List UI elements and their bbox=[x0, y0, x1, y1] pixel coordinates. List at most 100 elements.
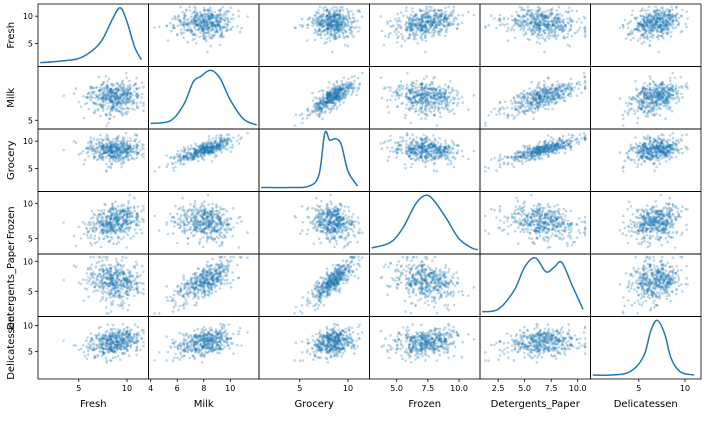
scatter-point bbox=[204, 13, 207, 16]
scatter-point bbox=[213, 33, 216, 36]
scatter-point bbox=[655, 20, 658, 23]
scatter-point bbox=[461, 22, 464, 25]
scatter-point bbox=[344, 90, 347, 93]
scatter-point bbox=[425, 85, 428, 88]
scatter-point bbox=[169, 22, 172, 25]
scatter-point bbox=[656, 99, 659, 102]
scatter-point bbox=[101, 92, 104, 95]
scatter-point bbox=[672, 19, 675, 22]
scatter-point bbox=[137, 94, 140, 97]
scatter-point bbox=[400, 103, 403, 106]
scatter-point bbox=[544, 108, 547, 111]
scatter-point bbox=[658, 86, 661, 89]
scatter-point bbox=[425, 105, 428, 108]
scatter-point bbox=[125, 72, 128, 75]
scatter-point bbox=[514, 22, 517, 25]
scatter-point bbox=[396, 41, 399, 44]
scatter-point bbox=[561, 14, 564, 17]
scatter-point bbox=[645, 24, 648, 27]
scatter-point bbox=[425, 6, 428, 9]
scatter-point bbox=[410, 92, 413, 95]
scatter-point bbox=[326, 14, 329, 17]
scatter-point bbox=[626, 104, 629, 107]
scatter-point bbox=[206, 9, 209, 12]
scatter-point bbox=[108, 113, 111, 116]
scatter-point bbox=[490, 14, 493, 17]
scatter-point bbox=[533, 21, 536, 24]
scatter-point bbox=[106, 85, 109, 88]
scatter-point bbox=[416, 101, 419, 104]
scatter-point bbox=[108, 78, 111, 81]
scatter-point bbox=[199, 31, 202, 34]
scatter-point bbox=[128, 159, 131, 162]
scatter-point bbox=[528, 26, 531, 29]
scatter-point bbox=[672, 94, 675, 97]
scatter-point bbox=[428, 83, 431, 86]
scatter-point bbox=[329, 21, 332, 24]
scatter-point bbox=[184, 12, 187, 15]
scatter-point bbox=[432, 77, 435, 80]
scatter-point bbox=[89, 145, 92, 148]
scatter-point bbox=[333, 30, 336, 33]
scatter-point bbox=[650, 108, 653, 111]
scatter-point bbox=[105, 170, 108, 173]
scatter-point bbox=[394, 98, 397, 101]
scatter-point bbox=[685, 82, 688, 85]
scatter-point bbox=[675, 19, 678, 22]
scatter-point bbox=[436, 124, 439, 127]
scatter-point bbox=[334, 13, 337, 16]
scatter-point bbox=[407, 100, 410, 103]
scatter-point bbox=[643, 28, 646, 31]
scatter-point bbox=[329, 34, 332, 37]
scatter-point bbox=[529, 92, 532, 95]
scatter-point bbox=[203, 7, 206, 10]
scatter-point bbox=[525, 13, 528, 16]
scatter-point bbox=[515, 20, 518, 23]
scatter-point bbox=[445, 89, 448, 92]
scatter-point bbox=[541, 13, 544, 16]
scatter-point bbox=[306, 117, 309, 120]
scatter-point bbox=[107, 105, 110, 108]
scatter-point bbox=[420, 117, 423, 120]
scatter-point bbox=[399, 20, 402, 23]
scatter-point bbox=[547, 108, 550, 111]
scatter-point bbox=[99, 154, 102, 157]
scatter-point bbox=[417, 94, 420, 97]
scatter-point bbox=[538, 81, 541, 84]
scatter-point bbox=[179, 6, 182, 9]
scatter-point bbox=[451, 13, 454, 16]
scatter-point bbox=[414, 38, 417, 41]
scatter-point bbox=[530, 81, 533, 84]
scatter-point bbox=[441, 106, 444, 109]
scatter-point bbox=[424, 31, 427, 34]
scatter-point bbox=[584, 81, 587, 84]
scatter-point bbox=[404, 117, 407, 120]
scatter-point bbox=[131, 94, 134, 97]
cell-milk-vs-fresh: 5 bbox=[28, 67, 149, 130]
scatter-point bbox=[568, 29, 571, 32]
scatter-point bbox=[578, 18, 581, 21]
scatter-point bbox=[308, 17, 311, 20]
scatter-point bbox=[452, 23, 455, 26]
scatter-point bbox=[657, 38, 660, 41]
scatter-point bbox=[82, 95, 85, 98]
scatter-point bbox=[659, 93, 662, 96]
scatter-point bbox=[380, 77, 383, 80]
scatter-point bbox=[130, 154, 133, 157]
scatter-point bbox=[334, 92, 337, 95]
scatter-point bbox=[441, 9, 444, 12]
scatter-point bbox=[351, 31, 354, 34]
scatter-point bbox=[89, 88, 92, 91]
scatter-point bbox=[529, 22, 532, 25]
scatter-point bbox=[391, 95, 394, 98]
scatter-point bbox=[179, 19, 182, 22]
scatter-point bbox=[330, 98, 333, 101]
scatter-point bbox=[295, 113, 298, 116]
scatter-point bbox=[129, 96, 132, 99]
scatter-point bbox=[558, 6, 561, 9]
scatter-point bbox=[100, 138, 103, 141]
scatter-point bbox=[533, 89, 536, 92]
scatter-point bbox=[345, 94, 348, 97]
scatter-point bbox=[437, 30, 440, 33]
scatter-point bbox=[98, 94, 101, 97]
